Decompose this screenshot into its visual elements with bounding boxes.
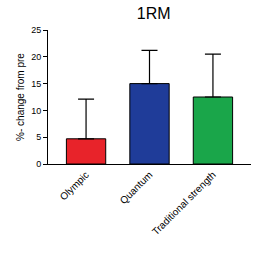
svg-text:1RM: 1RM — [137, 5, 171, 22]
svg-text:%- change from pre: %- change from pre — [15, 53, 26, 141]
svg-text:5: 5 — [36, 132, 41, 142]
svg-text:0: 0 — [36, 159, 41, 169]
svg-text:25: 25 — [31, 25, 41, 35]
svg-text:10: 10 — [31, 106, 41, 116]
svg-text:15: 15 — [31, 79, 41, 89]
svg-text:Traditional strength: Traditional strength — [150, 169, 218, 237]
svg-text:Olympic: Olympic — [58, 169, 91, 202]
svg-text:Quantum: Quantum — [118, 169, 155, 206]
svg-text:20: 20 — [31, 52, 41, 62]
